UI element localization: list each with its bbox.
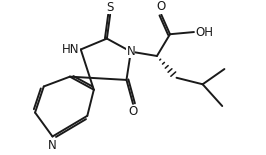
Text: S: S xyxy=(106,1,114,13)
Text: OH: OH xyxy=(195,26,213,39)
Text: HN: HN xyxy=(62,43,80,56)
Text: O: O xyxy=(128,105,138,118)
Text: N: N xyxy=(48,139,57,152)
Text: O: O xyxy=(157,0,166,13)
Text: N: N xyxy=(126,45,135,58)
